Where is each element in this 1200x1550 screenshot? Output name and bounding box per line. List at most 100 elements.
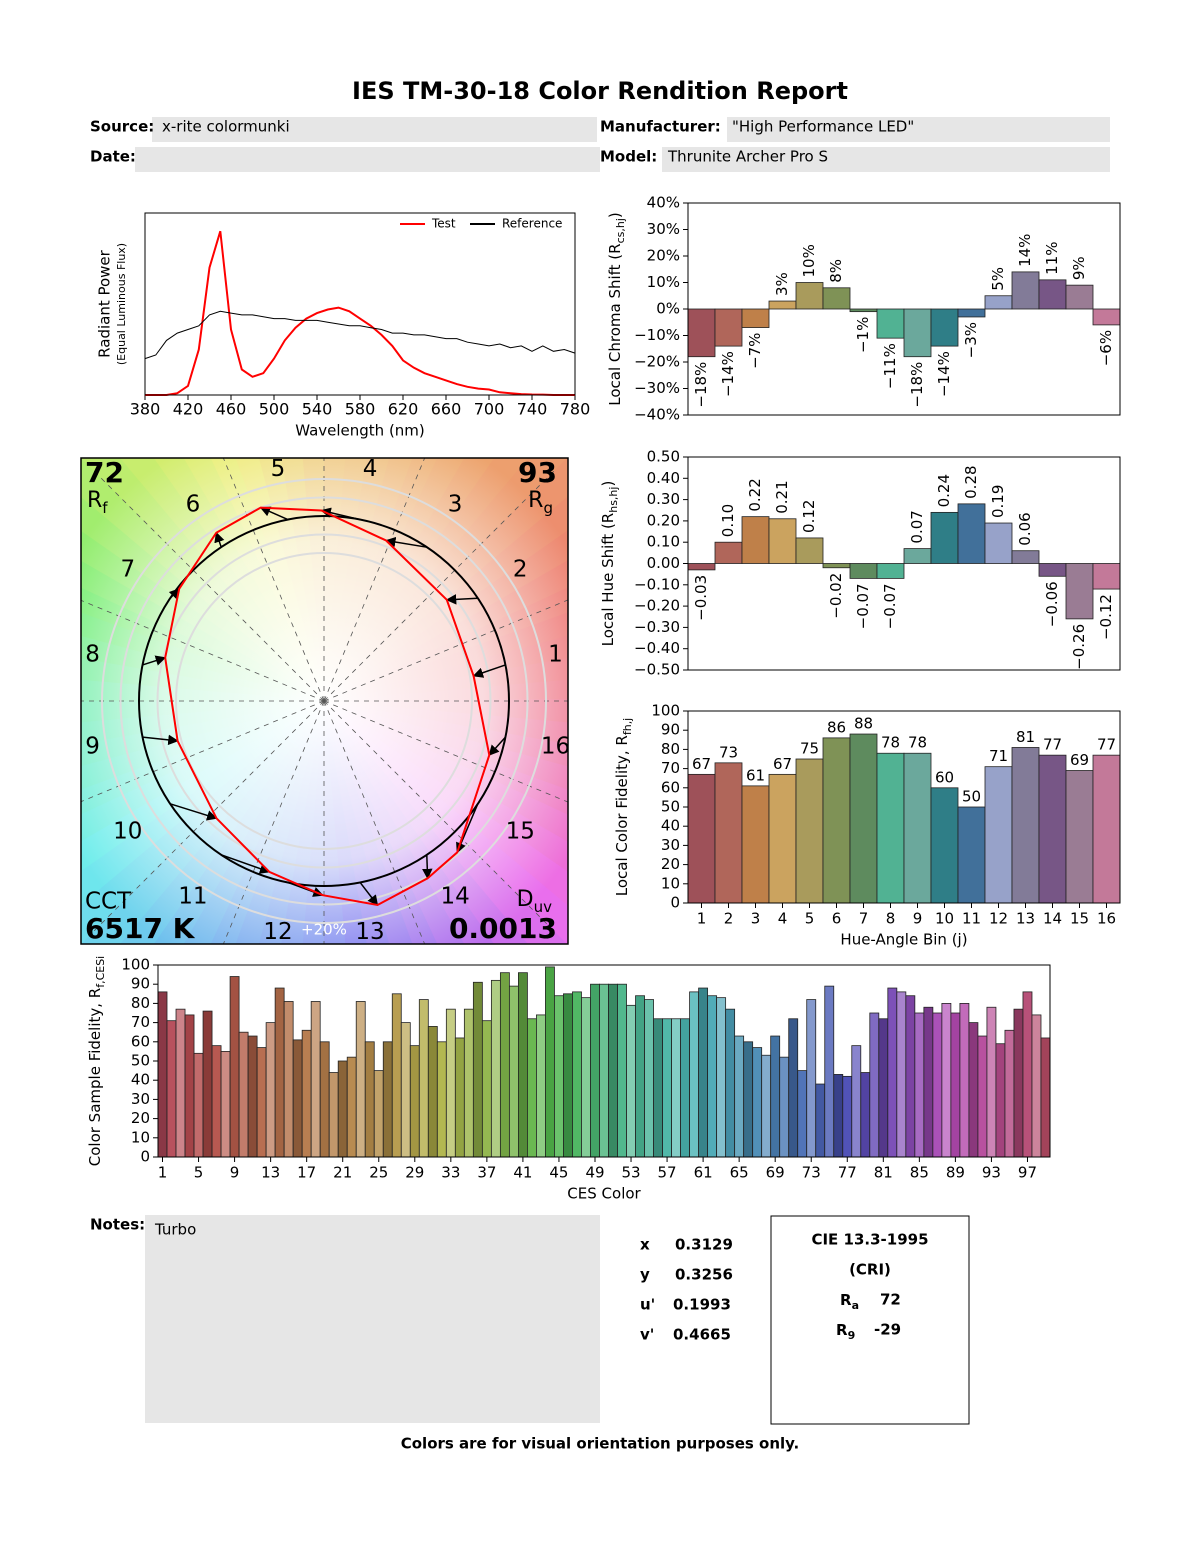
value-label: 9%	[1070, 256, 1088, 280]
graphic-frame	[80, 457, 569, 945]
x-tick-label: 380	[130, 400, 161, 419]
bar	[714, 541, 743, 564]
value-label: 67	[692, 755, 711, 773]
bar	[1011, 747, 1040, 904]
bin-label: 12	[263, 919, 292, 945]
chroma-ring	[156, 533, 492, 869]
bar	[957, 308, 986, 318]
x-tick-label: 5	[805, 910, 815, 928]
bar	[463, 1008, 474, 1158]
x-tick-label: 6	[832, 910, 842, 928]
x-tick-label: 12	[989, 910, 1008, 928]
bar	[824, 985, 835, 1158]
x-tick-label: 65	[730, 1164, 749, 1182]
y-tick-label: −20%	[634, 353, 680, 371]
cri-box	[770, 1215, 970, 1425]
value-label: 5%	[989, 267, 1007, 291]
bar	[698, 987, 709, 1158]
y-tick-label: 70	[131, 1013, 150, 1031]
bar	[768, 773, 797, 904]
bar	[373, 1070, 384, 1158]
bar	[957, 806, 986, 904]
bar	[1004, 1029, 1015, 1158]
x-axis-label: Wavelength (nm)	[295, 422, 425, 440]
field-label: Source:	[90, 118, 154, 136]
shift-arrow	[359, 881, 379, 906]
bar	[1065, 284, 1094, 310]
bar	[822, 287, 851, 310]
shift-arrow	[142, 734, 179, 746]
value-label: 86	[827, 718, 846, 736]
y-tick-label: 0.50	[647, 448, 680, 466]
y-tick-label: 30	[131, 1090, 150, 1108]
bar	[687, 308, 716, 358]
value-label: 0.10	[719, 504, 737, 537]
bin-label: 10	[113, 819, 142, 845]
bar	[581, 997, 591, 1158]
label-part: )	[599, 481, 617, 487]
x-tick-label: 14	[1043, 910, 1062, 928]
y-tick-label: 40%	[647, 194, 680, 212]
legend-label: Test	[431, 217, 456, 231]
duv-value: 0.0013	[449, 912, 557, 945]
bar	[274, 987, 285, 1158]
x-tick-label: 21	[333, 1164, 352, 1182]
bar	[364, 1041, 375, 1158]
bar	[382, 1041, 393, 1158]
y-tick-label: 70	[661, 759, 680, 777]
x-tick-label: 7	[859, 910, 869, 928]
bar	[923, 1006, 934, 1158]
value-label: 60	[935, 768, 954, 786]
value-label: −7%	[746, 333, 764, 369]
bar	[256, 1047, 267, 1158]
bar	[662, 1018, 672, 1158]
y-tick-label: −40%	[634, 406, 680, 424]
spectrum-line	[145, 230, 575, 396]
y-tick-label: 90	[661, 721, 680, 739]
x-tick-label: 97	[1018, 1164, 1037, 1182]
rg-symbol: Rg	[528, 488, 553, 517]
test-polygon	[164, 506, 491, 907]
report-title: IES TM-30-18 Color Rendition Report	[352, 77, 848, 105]
bar	[202, 1010, 213, 1158]
value-label: 10%	[800, 244, 818, 277]
x-tick-label: 33	[441, 1164, 460, 1182]
x-tick-label: 57	[658, 1164, 677, 1182]
field-value: "High Performance LED"	[732, 118, 914, 136]
bar	[795, 758, 824, 904]
cri-r9-label: R9	[836, 1321, 855, 1343]
y-tick-label: 50	[131, 1052, 150, 1070]
bar	[220, 1051, 231, 1158]
bin-boundary	[323, 458, 426, 702]
ring-label: +20%	[301, 921, 347, 939]
subscript: f,CESi	[94, 956, 107, 988]
rg-value: 93	[518, 456, 557, 489]
bar	[265, 1022, 276, 1158]
bar	[869, 1012, 880, 1158]
bar	[292, 1039, 303, 1158]
x-axis-label: Hue-Angle Bin (j)	[840, 931, 967, 949]
bar	[707, 995, 718, 1158]
x-tick-label: 5	[194, 1164, 204, 1182]
bin-boundary	[323, 700, 558, 935]
bar	[1065, 563, 1094, 620]
bar	[400, 1022, 411, 1158]
value-label: 77	[1097, 736, 1116, 754]
spectrum-line	[144, 310, 576, 360]
value-label: −14%	[935, 351, 953, 397]
colorimetry-label: u'	[640, 1296, 655, 1314]
bin-boundary	[81, 599, 325, 702]
field-value: Thrunite Archer Pro S	[667, 148, 828, 166]
y-tick-label: 40	[661, 817, 680, 835]
field-label: Date:	[90, 148, 136, 166]
bar	[842, 1075, 853, 1158]
label-part: Color Sample Fidelity, R	[86, 988, 104, 1166]
shift-arrow	[422, 854, 433, 880]
axis-label: Local Color Fidelity, Rfh,j	[613, 718, 635, 897]
value-label: 67	[773, 755, 792, 773]
plot-frame	[687, 456, 1121, 671]
bar	[687, 563, 716, 571]
cct-label: CCT	[85, 889, 132, 915]
bar	[1038, 754, 1067, 904]
bar	[950, 1012, 961, 1158]
